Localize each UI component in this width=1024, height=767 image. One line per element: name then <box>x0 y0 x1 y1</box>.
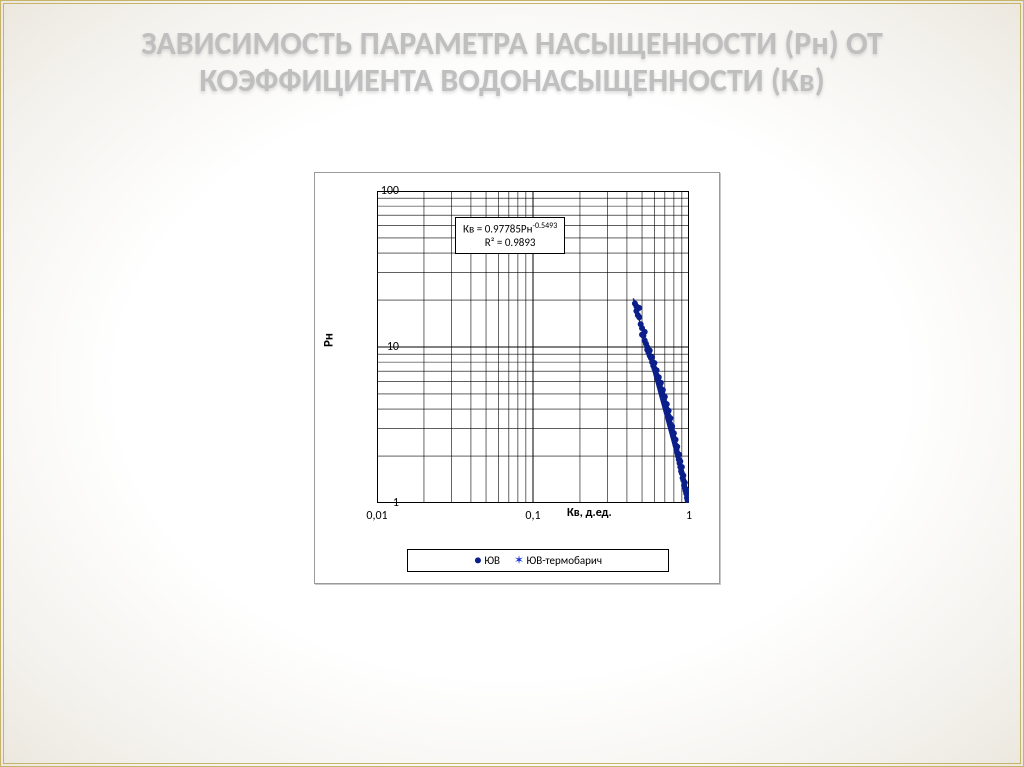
equation-box: Кв = 0.97785Рн-0.5493 R² = 0.9893 <box>455 217 565 254</box>
slide-title: ЗАВИСИМОСТЬ ПАРАМЕТРА НАСЫЩЕННОСТИ (Рн) … <box>64 26 960 100</box>
legend-item-2: ✶ ЮВ-термобарич <box>514 554 602 567</box>
legend: ● ЮВ ✶ ЮВ-термобарич <box>407 549 669 572</box>
circle-marker-icon: ● <box>474 553 482 568</box>
x-axis-title: Кв, д.ед. <box>567 506 612 520</box>
legend-item-1: ● ЮВ <box>474 554 500 567</box>
slide: { "title": "ЗАВИСИМОСТЬ ПАРАМЕТРА НАСЫЩЕ… <box>0 0 1024 767</box>
y-axis-label: Рн <box>322 333 337 347</box>
equation-line1: Кв = 0.97785Рн-0.5493 <box>463 221 557 236</box>
chart-container: Рн 110100 0,010,11 Кв, д.ед. Кв = 0.9778… <box>314 172 720 584</box>
equation-line2: R² = 0.9893 <box>463 236 557 250</box>
star-marker-icon: ✶ <box>514 554 524 568</box>
